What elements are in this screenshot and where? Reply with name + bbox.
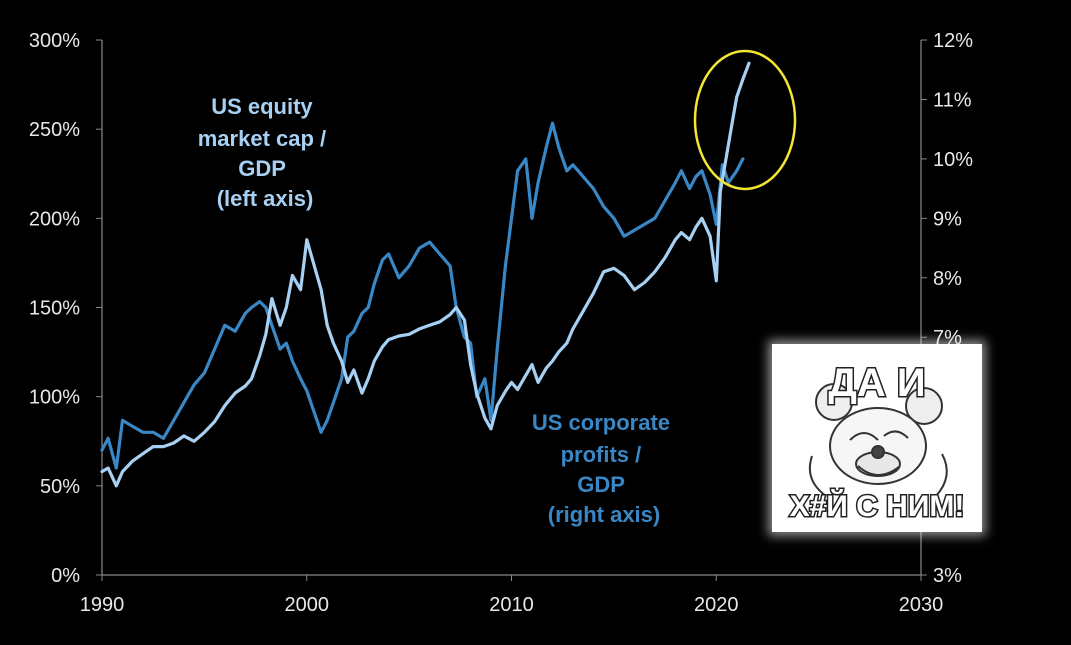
left-tick-label: 200%: [29, 208, 80, 230]
x-axis-ticks: 1990 2000 2010 2020 2030: [80, 575, 944, 616]
annotation-equity: US equity market cap / GDP (left axis): [198, 94, 333, 211]
right-tick-label: 8%: [933, 268, 962, 290]
highlight-ellipse: [693, 49, 797, 191]
series-layer: [100, 61, 751, 488]
meme-sticker: ДА И Х#Й С НИМ!: [772, 344, 982, 532]
left-tick-label: 100%: [29, 387, 80, 409]
annotation-equity-line-2: market cap /: [198, 126, 326, 151]
left-axis-ticks: 0% 50% 100% 150% 200% 250% 300%: [29, 30, 102, 587]
x-tick-label: 2010: [489, 594, 534, 616]
cartoon-mouse-icon: [808, 383, 948, 497]
right-tick-label: 11%: [933, 89, 972, 111]
meme-artwork: ДА И Х#Й С НИМ!: [788, 360, 966, 525]
right-tick-label: 9%: [933, 208, 962, 230]
right-tick-label: 3%: [933, 565, 962, 587]
annotation-equity-line-1: US equity: [211, 94, 313, 119]
annotation-profits: US corporate profits / GDP (right axis): [532, 410, 676, 527]
annotation-profits-line-3: GDP: [577, 472, 624, 497]
x-tick-label: 2020: [694, 594, 739, 616]
x-tick-label: 1990: [80, 594, 125, 616]
annotation-equity-line-4: (left axis): [217, 186, 314, 211]
right-tick-label: 12%: [933, 30, 973, 52]
annotation-profits-line-1: US corporate: [532, 410, 670, 435]
annotation-equity-line-3: GDP: [238, 156, 285, 181]
x-tick-label: 2000: [285, 594, 330, 616]
x-tick-label: 2030: [899, 594, 944, 616]
annotation-profits-line-2: profits /: [561, 442, 642, 467]
right-tick-label: 7%: [933, 327, 962, 349]
meme-top-text: ДА И: [828, 361, 925, 405]
series-line-equity-market-cap: [100, 61, 751, 488]
left-tick-label: 0%: [51, 565, 80, 587]
left-tick-label: 150%: [29, 298, 80, 320]
annotations: US equity market cap / GDP (left axis) U…: [198, 94, 676, 527]
series-line-corporate-profits: [100, 121, 745, 470]
left-tick-label: 50%: [40, 476, 80, 498]
meme-bottom-text: Х#Й С НИМ!: [790, 489, 965, 523]
right-tick-label: 10%: [933, 149, 973, 171]
left-tick-label: 250%: [29, 119, 80, 141]
left-tick-label: 300%: [29, 30, 80, 52]
annotation-profits-line-4: (right axis): [548, 502, 660, 527]
